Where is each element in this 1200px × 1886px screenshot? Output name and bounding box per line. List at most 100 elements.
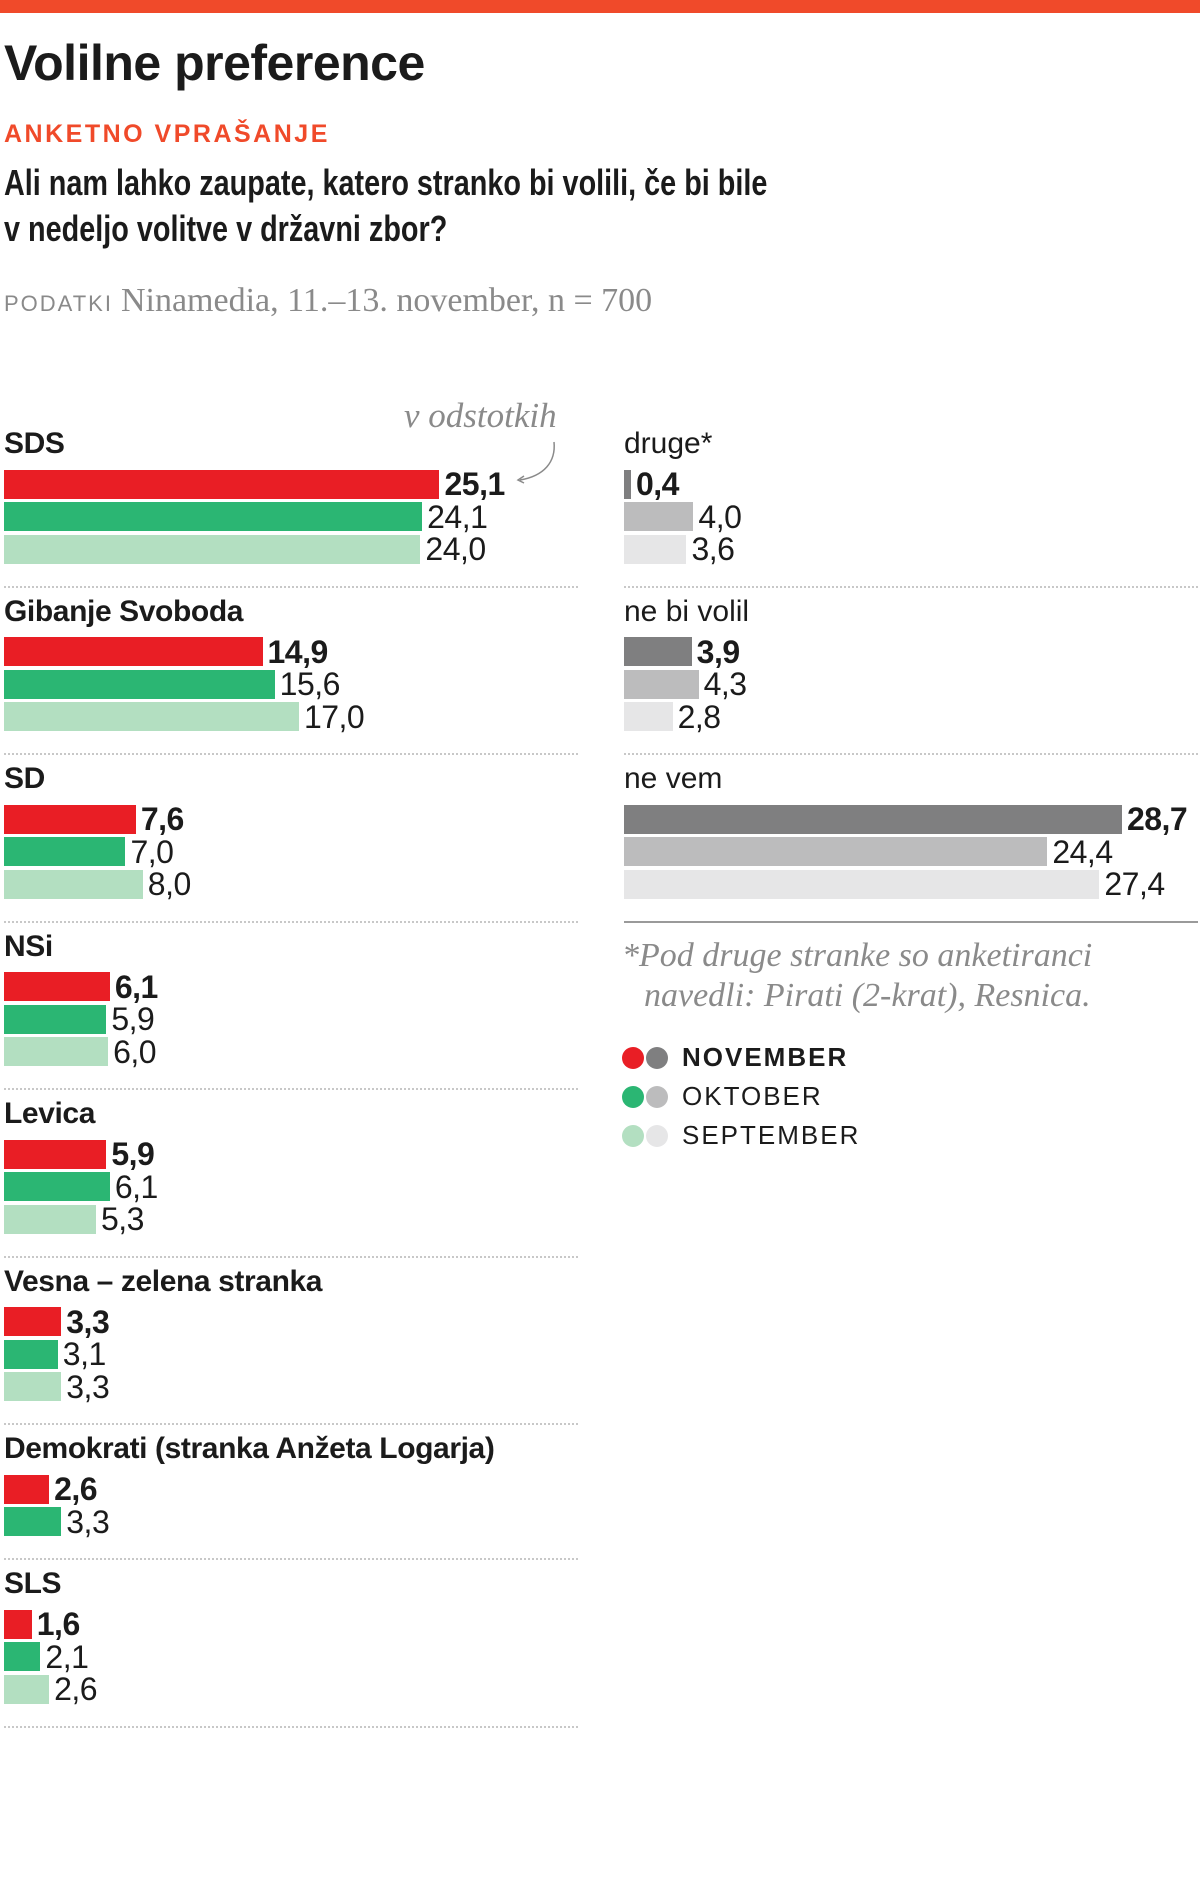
bar (624, 804, 1122, 834)
data-label: 5,9 (111, 1136, 155, 1173)
group-label: NSi (4, 929, 53, 963)
bar (4, 837, 126, 867)
bar (4, 1339, 58, 1369)
source: PODATKI Ninamedia, 11.–13. november, n = … (4, 282, 652, 320)
data-label: 28,7 (1126, 801, 1188, 838)
data-label: 25,1 (444, 466, 505, 503)
bar-row: 2,6 (4, 1473, 578, 1506)
legend-dot-icon (622, 1085, 644, 1108)
group-label: SLS (4, 1567, 62, 1600)
group-label: SDS (4, 427, 65, 460)
legend-item: SEPTEMBER (622, 1116, 860, 1155)
bar-row: 24,0 (4, 533, 578, 566)
bar-row: 27,4 (624, 868, 1198, 901)
bar-row: 3,3 (4, 1306, 578, 1339)
data-label: 4,3 (703, 666, 747, 703)
group-label: Demokrati (stranka Anžeta Logarja) (4, 1432, 495, 1465)
survey-question: Ali nam lahko zaupate, katero stranko bi… (4, 160, 767, 252)
footnote: *Pod druge stranke so anketiranci navedl… (622, 936, 1092, 1016)
bar (624, 837, 1048, 867)
bar (4, 1139, 107, 1169)
bar-group: SD 7,6 7,0 8,0 (4, 755, 578, 923)
bar (624, 502, 694, 532)
data-label: 7,0 (130, 833, 174, 870)
bar-row: 25,1 (4, 468, 578, 501)
bar-group: SDS 25,1 24,1 24,0 (4, 420, 578, 588)
question-line-1: Ali nam lahko zaupate, katero stranko bi… (4, 162, 768, 203)
bar (624, 669, 699, 699)
bar-row: 2,8 (624, 701, 1198, 734)
data-label: 4,0 (698, 498, 742, 535)
group-label: SD (4, 762, 45, 795)
bar-row: 0,4 (624, 468, 1198, 501)
bar (4, 1674, 50, 1704)
bar (4, 534, 421, 564)
bar (624, 469, 631, 499)
data-label: 5,3 (100, 1201, 144, 1238)
bar (4, 469, 440, 499)
bar (4, 1372, 62, 1402)
data-label: 3,3 (66, 1368, 110, 1405)
bar-row: 5,9 (4, 1003, 578, 1036)
bar-group: SLS 1,6 2,1 2,6 (4, 1560, 578, 1728)
bar (4, 804, 136, 834)
bar (4, 637, 263, 667)
group-label: ne vem (624, 762, 723, 795)
bar (624, 702, 673, 732)
bar-group: Vesna – zelena stranka 3,3 3,1 3,3 (4, 1258, 578, 1425)
footnote-star: * (622, 937, 639, 974)
bar (4, 869, 143, 899)
page-title: Volilne preference (4, 35, 425, 91)
data-label: 3,9 (696, 633, 740, 670)
bar-group: ne bi volil 3,9 4,3 2,8 (624, 588, 1198, 755)
bar (4, 502, 423, 532)
bar-row: 6,1 (4, 971, 578, 1004)
bar-row: 24,4 (624, 836, 1198, 869)
bar (4, 1474, 50, 1504)
bar-row: 5,9 (4, 1138, 578, 1171)
data-label: 2,6 (54, 1671, 98, 1708)
bar-row: 7,6 (4, 803, 578, 836)
data-label: 7,6 (140, 801, 184, 838)
data-label: 5,9 (111, 1001, 155, 1038)
data-label: 6,1 (114, 968, 158, 1005)
unit-label: v odstotkih (404, 396, 557, 435)
data-label: 3,3 (66, 1303, 110, 1340)
legend-label: SEPTEMBER (682, 1120, 861, 1150)
data-label: 27,4 (1104, 866, 1165, 903)
group-label: Vesna – zelena stranka (4, 1264, 323, 1298)
data-label: 3,6 (691, 531, 735, 568)
bar-row: 28,7 (624, 803, 1198, 836)
unit-arrow-icon (516, 441, 555, 484)
bar (4, 1609, 32, 1639)
data-label: 1,6 (36, 1606, 80, 1643)
parties-chart: SDS 25,1 24,1 24,0 Gibanje Svoboda 14,9 15,6 17… (4, 420, 578, 1728)
bar (4, 1507, 62, 1537)
other-answers-chart: druge* 0,4 4,0 3,6 ne bi volil 3,9 4,3 2,8 ne ve… (624, 420, 1198, 923)
bar (4, 1642, 41, 1672)
legend-label: OKTOBER (682, 1081, 823, 1111)
source-text: Ninamedia, 11.–13. november, n = 700 (120, 282, 653, 319)
bar-row: 8,0 (4, 868, 578, 901)
data-label: 15,6 (279, 666, 341, 703)
data-label: 8,0 (147, 866, 191, 903)
bar-group: Demokrati (stranka Anžeta Logarja) 2,6 3,3 (4, 1425, 578, 1560)
bar (4, 972, 110, 1002)
footnote-line-1: Pod druge stranke so anketiranci (639, 937, 1093, 974)
data-label: 6,1 (114, 1168, 158, 1205)
data-label: 24,4 (1052, 833, 1113, 870)
bar (624, 637, 692, 667)
group-label: Levica (4, 1097, 95, 1130)
bar (624, 534, 687, 564)
bar-row: 14,9 (4, 636, 578, 669)
group-label: Gibanje Svoboda (4, 594, 244, 628)
bar-group: Levica 5,9 6,1 5,3 (4, 1090, 578, 1258)
bar-group: druge* 0,4 4,0 3,6 (624, 420, 1198, 588)
legend-item: NOVEMBER (622, 1038, 860, 1077)
data-label: 2,8 (677, 698, 721, 735)
bar (4, 1204, 96, 1234)
legend-label: NOVEMBER (682, 1042, 849, 1072)
bar (4, 669, 275, 699)
legend-dot-icon (646, 1085, 668, 1108)
group-label: druge* (624, 427, 713, 460)
